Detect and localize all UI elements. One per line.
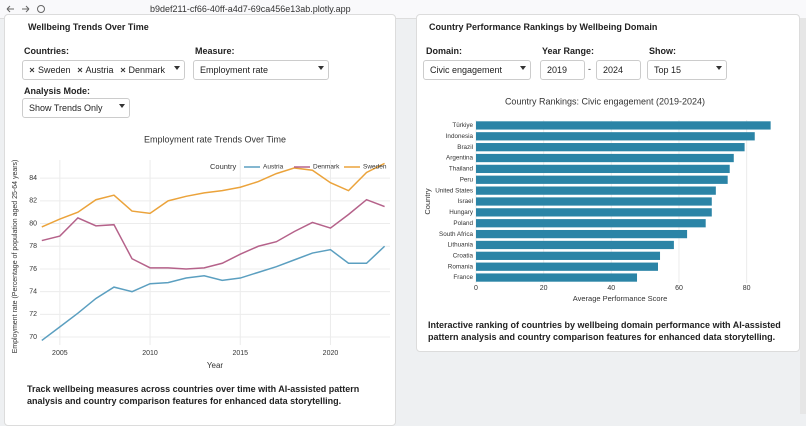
y-tick-label: 72 — [29, 311, 37, 318]
x-tick-label: 0 — [474, 285, 478, 292]
bar — [476, 251, 661, 260]
value: 2019 — [547, 65, 568, 75]
y-axis-label: Employment rate (Percentage of populatio… — [12, 160, 19, 354]
x-tick-label: 2020 — [323, 350, 339, 357]
chart-title: Country Rankings: Civic engagement (2019… — [505, 96, 705, 106]
bar — [476, 219, 706, 228]
value: Show Trends Only — [29, 103, 103, 113]
value: Top 15 — [654, 65, 682, 75]
x-tick-label: 2010 — [142, 350, 158, 357]
y-tick-label: Israel — [458, 198, 473, 205]
nav-icons — [6, 5, 45, 13]
bar — [476, 164, 730, 174]
y-tick-label: Poland — [453, 220, 473, 227]
tag-text: Denmark — [128, 65, 166, 75]
x-tick-label: 80 — [743, 285, 751, 292]
measure-select[interactable]: Employment rate — [193, 60, 329, 80]
scrollbar[interactable] — [800, 18, 806, 414]
y-tick-label: Brazil — [457, 144, 473, 151]
y-tick-label: 84 — [29, 175, 37, 182]
country-tag[interactable]: Austria — [77, 65, 114, 75]
label: Show: — [649, 46, 676, 56]
separator: - — [588, 64, 591, 74]
tag-text: Sweden — [38, 65, 71, 75]
url[interactable]: b9def211-cf66-40ff-a4d7-69ca456e13ab.plo… — [150, 4, 351, 14]
y-tick-label: 78 — [29, 243, 37, 250]
remove-icon[interactable] — [77, 67, 83, 73]
bar-chart: Country Rankings: Civic engagement (2019… — [423, 96, 771, 303]
y-tick-label: South Africa — [439, 231, 473, 238]
bar — [476, 240, 674, 250]
label: Year Range: — [542, 46, 595, 56]
x-axis-label: Year — [207, 361, 224, 370]
x-tick-label: 60 — [675, 285, 683, 292]
bar — [476, 175, 728, 184]
country-select[interactable]: Sweden Austria Denmark — [22, 60, 185, 80]
legend-label: Sweden — [363, 164, 387, 171]
x-tick-label: 40 — [607, 285, 615, 292]
y-tick-label: Romania — [448, 263, 474, 270]
panel-title: Wellbeing Trends Over Time — [28, 22, 149, 32]
country-tag[interactable]: Sweden — [29, 65, 71, 75]
label: Measure: — [195, 46, 235, 56]
year-from[interactable]: 2019 — [540, 60, 585, 80]
value: 2024 — [603, 65, 624, 75]
line-chart: Employment rate Trends Over Time 70 72 74 76… — [12, 134, 390, 370]
bar — [476, 197, 712, 206]
bar — [476, 208, 712, 217]
y-tick-label: Argentina — [446, 155, 473, 162]
x-tick-label: 2015 — [232, 350, 248, 357]
bar — [476, 153, 734, 163]
series-line — [41, 198, 385, 270]
y-tick-label: 74 — [29, 289, 37, 296]
y-tick-label: 82 — [29, 198, 37, 205]
country-tag[interactable]: Denmark — [120, 65, 166, 75]
y-tick-label: 80 — [29, 220, 37, 227]
remove-icon[interactable] — [29, 67, 35, 73]
bar — [476, 229, 688, 239]
bar — [476, 121, 771, 130]
y-tick-label: Croatia — [453, 253, 474, 260]
tag-text: Austria — [85, 65, 114, 75]
bar — [476, 262, 658, 271]
series-line — [41, 245, 386, 342]
value: Employment rate — [200, 65, 269, 75]
remove-icon[interactable] — [120, 67, 126, 73]
label: Countries: — [24, 46, 69, 56]
y-tick-label: Indonesia — [446, 133, 474, 140]
y-tick-label: Lithuania — [447, 242, 473, 249]
mode-select[interactable]: Show Trends Only — [22, 98, 130, 118]
bar — [476, 273, 638, 282]
y-tick-label: 70 — [29, 334, 37, 341]
legend-title: Country — [210, 162, 237, 171]
x-axis-label: Average Performance Score — [573, 294, 668, 303]
label: Domain: — [426, 46, 462, 56]
y-tick-label: 76 — [29, 266, 37, 273]
legend-label: Austria — [263, 164, 284, 171]
show-select[interactable]: Top 15 — [647, 60, 727, 80]
bar — [476, 186, 716, 195]
value: Civic engagement — [430, 65, 503, 75]
y-tick-label: Thailand — [449, 166, 474, 173]
label: Analysis Mode: — [24, 86, 91, 96]
panel-title: Country Performance Rankings by Wellbein… — [429, 22, 658, 32]
bar — [476, 132, 755, 141]
x-tick-label: 20 — [540, 285, 548, 292]
legend-label: Denmark — [313, 164, 340, 171]
x-tick-label: 2005 — [52, 350, 68, 357]
y-tick-label: Türkiye — [452, 122, 473, 129]
y-tick-label: United States — [435, 187, 473, 194]
series-line — [41, 162, 385, 228]
y-tick-label: Hungary — [449, 209, 474, 216]
bar — [476, 143, 745, 152]
chart-title: Employment rate Trends Over Time — [144, 134, 286, 144]
year-to[interactable]: 2024 — [596, 60, 641, 80]
description: Track wellbeing measures across countrie… — [27, 384, 360, 406]
y-tick-label: Peru — [460, 176, 474, 183]
domain-select[interactable]: Civic engagement — [423, 60, 531, 80]
y-axis-label: Country — [423, 188, 432, 215]
description: Interactive ranking of countries by well… — [428, 320, 781, 342]
y-tick-label: France — [453, 274, 473, 281]
